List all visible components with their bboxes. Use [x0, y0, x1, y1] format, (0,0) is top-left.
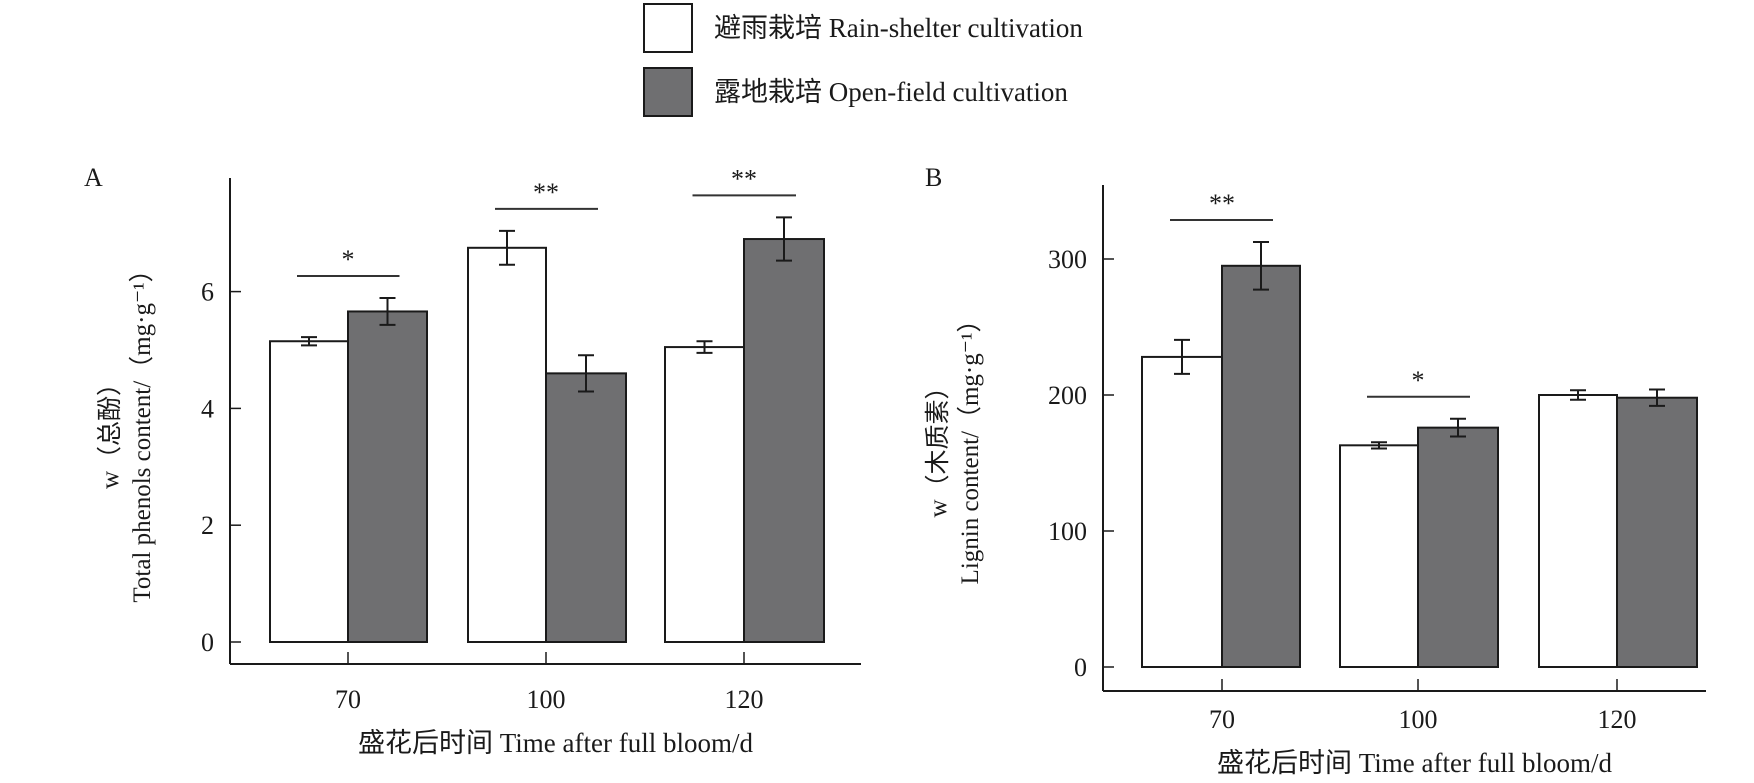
bar-rain-shelter — [1339, 444, 1419, 668]
x-tick-label: 120 — [1598, 705, 1637, 734]
x-tick-label: 100 — [527, 685, 566, 714]
y-tick-label: 4 — [201, 394, 214, 423]
x-axis-label: 盛花后时间 Time after full bloom/d — [358, 728, 753, 758]
legend: 避雨栽培 Rain-shelter cultivation 露地栽培 Open-… — [643, 3, 1083, 117]
y-tick-label: 0 — [1074, 653, 1087, 682]
y-axis-label-line2: Lignin content/（mg·g⁻¹） — [956, 308, 984, 585]
chart-panel-a: A 0 2 4 6 w（总酚） Total phenols content/（mg·g⁻¹）… — [84, 163, 861, 758]
significance-marker: ** — [533, 178, 559, 207]
bar-rain-shelter — [1141, 355, 1223, 668]
bar-rain-shelter — [269, 340, 349, 643]
bar-rain-shelter — [1538, 394, 1618, 668]
bar-rain-shelter — [664, 346, 745, 643]
error-bar — [1450, 417, 1466, 438]
error-bar — [499, 229, 515, 266]
significance-marker: ** — [1209, 189, 1235, 218]
chart-panel-b: B 0 100 200 300 w（木质素） Lignin content/（mg·g⁻¹）… — [924, 163, 1706, 778]
y-axis-label-line1: w（木质素） — [924, 374, 952, 517]
bar-open-field — [545, 372, 627, 643]
y-tick-label: 0 — [201, 628, 214, 657]
bar-open-field — [1417, 426, 1499, 669]
error-bar — [379, 297, 396, 326]
legend-swatch-open-field — [643, 67, 693, 117]
significance-marker: * — [342, 245, 355, 274]
error-bar — [578, 354, 594, 393]
bar-rain-shelter — [467, 246, 547, 644]
x-tick-label: 70 — [335, 685, 361, 714]
legend-label-open-field: 露地栽培 Open-field cultivation — [714, 77, 1068, 107]
error-bar — [1253, 241, 1269, 291]
bar-open-field — [1221, 264, 1301, 668]
significance-marker: ** — [731, 164, 757, 193]
y-tick-label: 2 — [201, 511, 214, 540]
panel-letter: A — [84, 163, 103, 192]
significance-marker: * — [1412, 366, 1425, 395]
y-tick-label: 100 — [1048, 517, 1087, 546]
bar-open-field — [1616, 396, 1698, 668]
x-axis-label: 盛花后时间 Time after full bloom/d — [1217, 748, 1612, 778]
error-bar — [1570, 389, 1586, 401]
y-tick-label: 6 — [201, 278, 214, 307]
x-tick-label: 100 — [1399, 705, 1438, 734]
y-tick-label: 200 — [1048, 381, 1087, 410]
error-bar — [1174, 338, 1190, 375]
error-bar — [696, 340, 713, 354]
x-tick-label: 120 — [725, 685, 764, 714]
y-axis-label-line1: w（总酚） — [96, 371, 124, 489]
bar-open-field — [743, 238, 825, 643]
y-axis-label-line2: Total phenols content/（mg·g⁻¹） — [128, 257, 156, 602]
panel-letter: B — [925, 163, 942, 192]
error-bar — [301, 336, 317, 347]
legend-swatch-rain-shelter — [643, 3, 693, 53]
error-bar — [776, 216, 792, 262]
x-tick-label: 70 — [1209, 705, 1235, 734]
bar-open-field — [347, 310, 428, 643]
error-bar — [1649, 388, 1665, 407]
error-bar — [1371, 441, 1387, 450]
legend-label-rain-shelter: 避雨栽培 Rain-shelter cultivation — [714, 13, 1083, 43]
y-tick-label: 300 — [1048, 245, 1087, 274]
